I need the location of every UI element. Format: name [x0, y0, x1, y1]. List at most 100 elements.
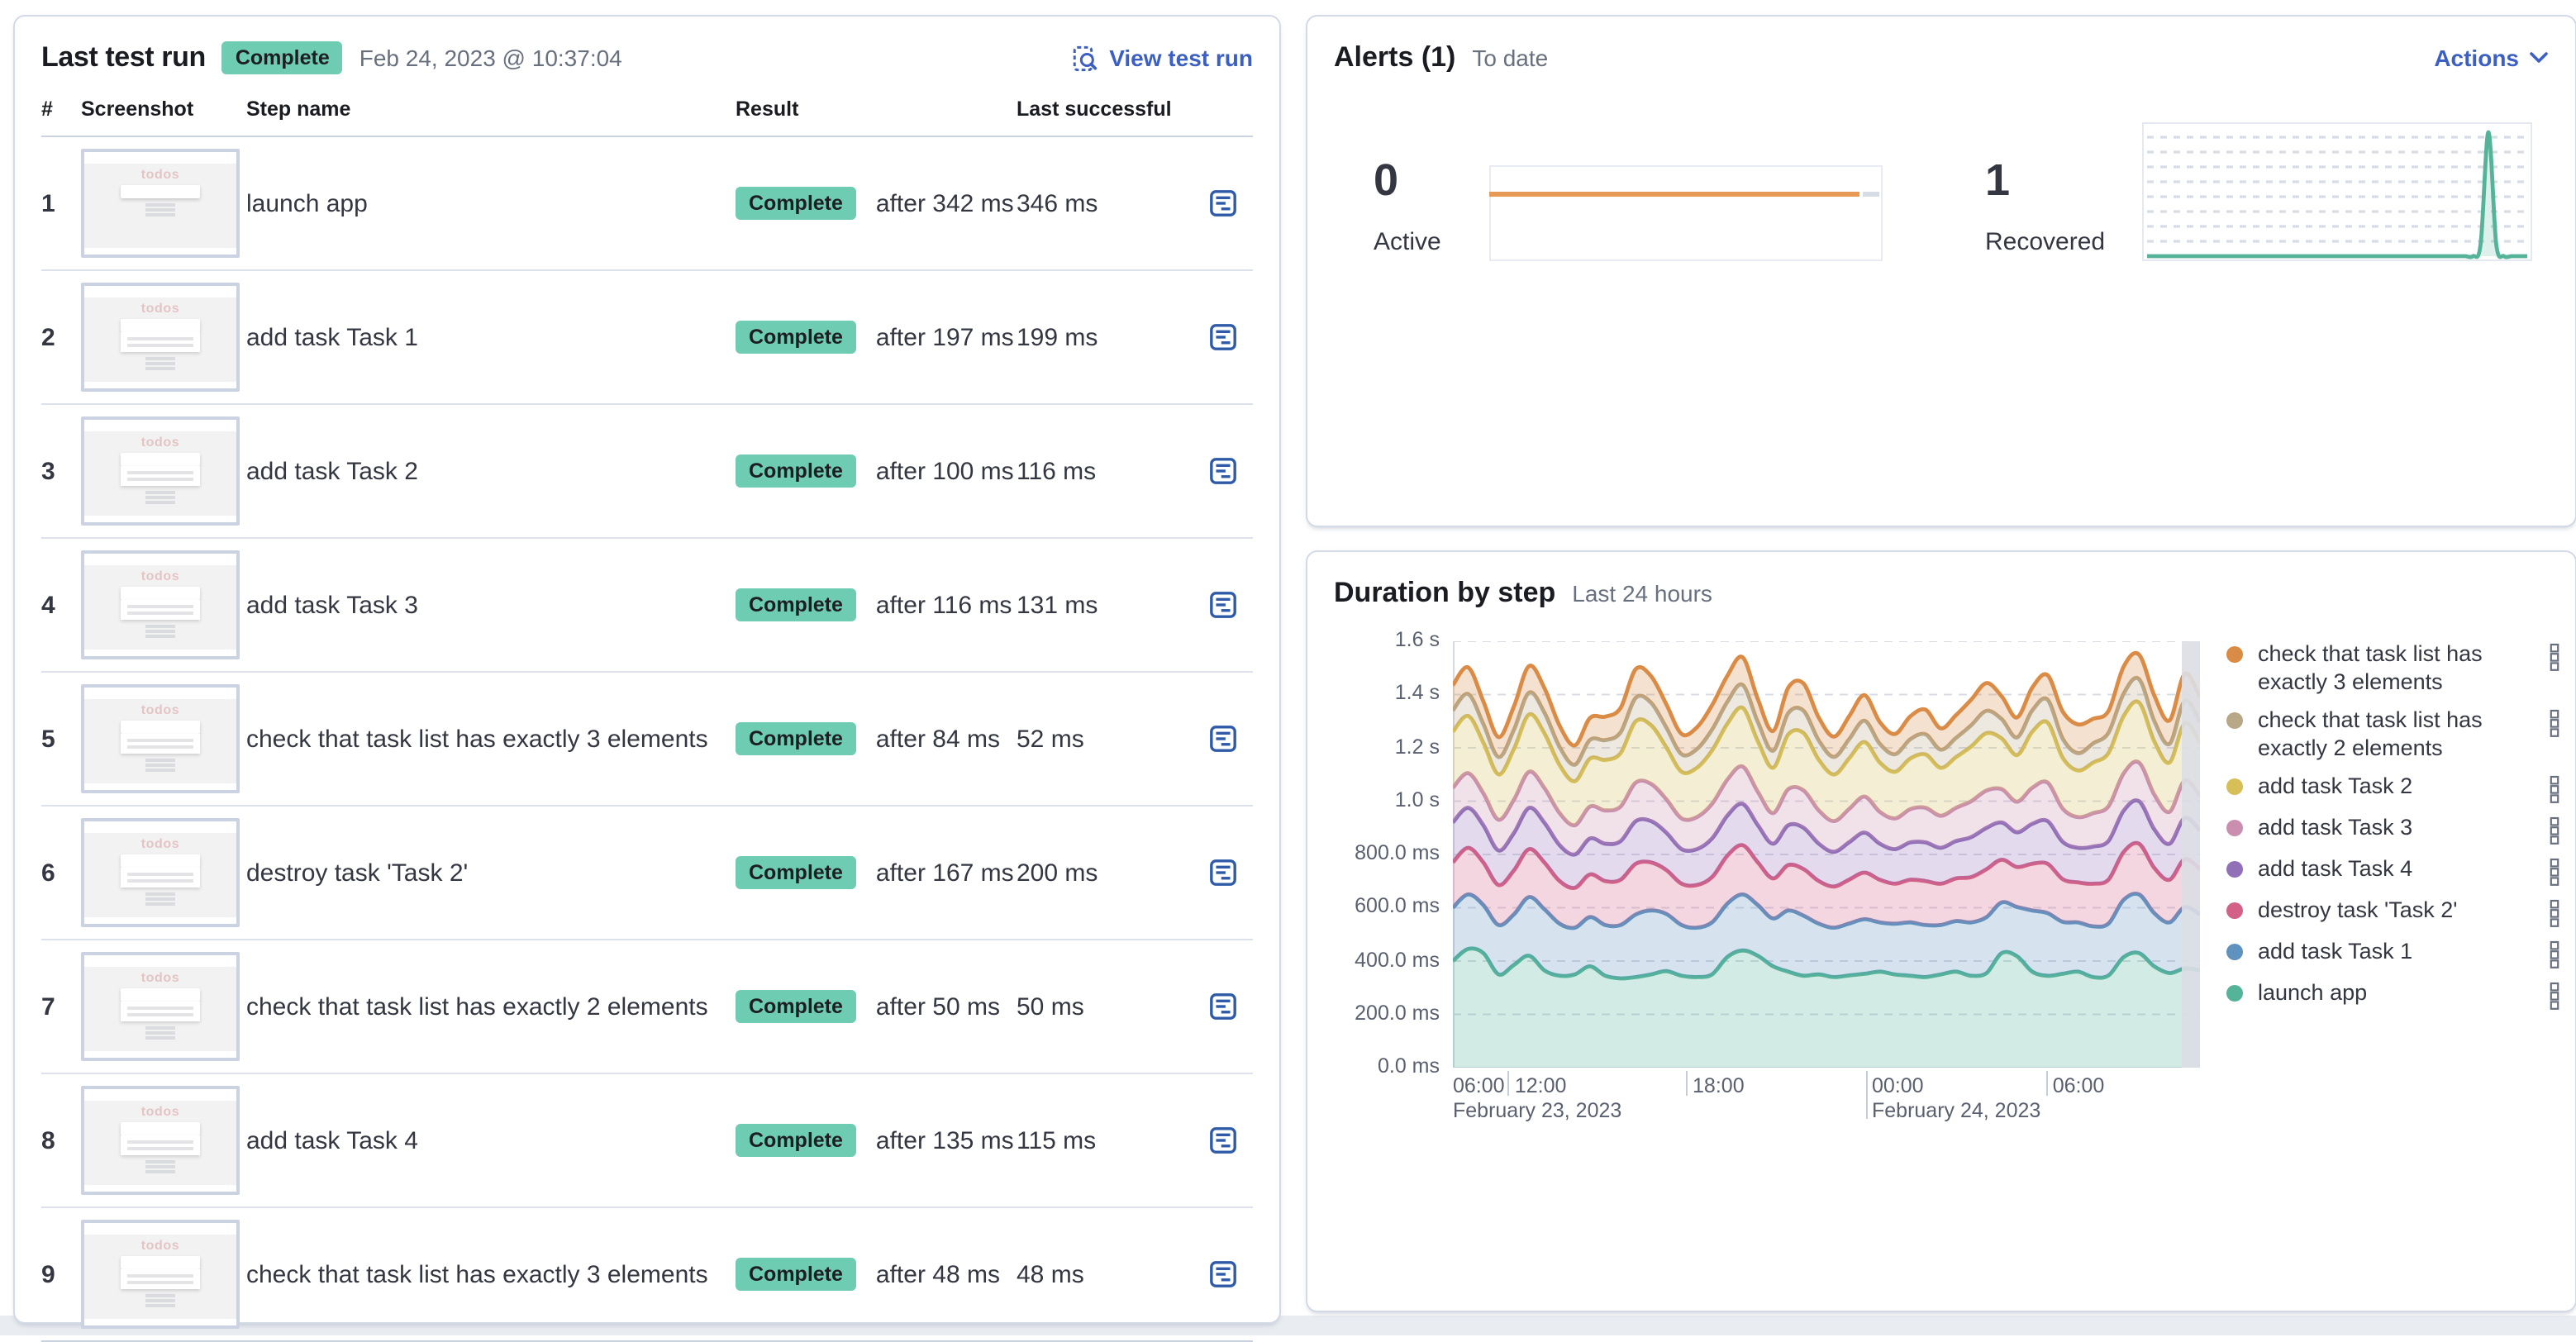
step-after-duration: after 100 ms [875, 457, 1014, 485]
trace-icon [1210, 1126, 1236, 1153]
y-axis-tick-label: 0.0 ms [1377, 1054, 1440, 1078]
thumbnail-todos-text: todos [140, 435, 180, 450]
step-screenshot-thumbnail[interactable]: todos [81, 149, 240, 258]
step-screenshot-thumbnail[interactable]: todos [81, 818, 240, 927]
steps-table-body: 1 todos launch app Complete after 342 ms… [41, 137, 1253, 1342]
trace-icon [1210, 859, 1236, 885]
step-status-badge: Complete [736, 454, 856, 488]
legend-actions-button[interactable] [2542, 775, 2560, 803]
thumbnail-todos-text: todos [140, 1104, 180, 1119]
trace-icon [1210, 457, 1236, 483]
thumbnail-task-list [121, 1135, 200, 1155]
table-row: 8 todos add task Task 4 Complete after 1… [41, 1074, 1253, 1208]
y-axis-tick-label: 1.6 s [1394, 628, 1440, 651]
legend-item[interactable]: add task Task 1 [2226, 939, 2560, 968]
step-detail-button[interactable] [1202, 181, 1245, 224]
col-header-screenshot: Screenshot [81, 98, 194, 121]
step-detail-button[interactable] [1202, 1118, 1245, 1161]
y-axis-tick-label: 800.0 ms [1355, 841, 1440, 864]
thumbnail-input-box [121, 453, 200, 466]
legend-item[interactable]: check that task list has exactly 2 eleme… [2226, 707, 2560, 762]
legend-color-dot [2226, 985, 2243, 1002]
legend-label: check that task list has exactly 2 eleme… [2258, 707, 2483, 759]
table-header-row: # Screenshot Step name Result Last succe… [41, 84, 1253, 137]
step-number: 3 [41, 457, 55, 485]
legend-item[interactable]: add task Task 2 [2226, 773, 2560, 803]
chevron-down-icon [2530, 52, 2548, 63]
legend-actions-button[interactable] [2542, 643, 2560, 671]
run-status-badge: Complete [221, 41, 343, 74]
legend-item[interactable]: add task Task 3 [2226, 815, 2560, 845]
step-status-badge: Complete [736, 321, 856, 354]
legend-actions-button[interactable] [2542, 982, 2560, 1010]
step-after-duration: after 50 ms [875, 992, 1000, 1021]
x-axis-tick [1865, 1071, 1867, 1119]
step-screenshot-thumbnail[interactable]: todos [81, 952, 240, 1061]
thumbnail-input-box [121, 587, 200, 600]
step-detail-button[interactable] [1202, 1252, 1245, 1295]
legend-actions-button[interactable] [2542, 816, 2560, 845]
legend-label: add task Task 3 [2258, 815, 2413, 840]
step-detail-button[interactable] [1202, 583, 1245, 626]
thumbnail-input-box [121, 721, 200, 734]
legend-item[interactable]: add task Task 4 [2226, 856, 2560, 886]
duration-subtitle: Last 24 hours [1572, 580, 1712, 607]
step-status-badge: Complete [736, 187, 856, 220]
step-name: add task Task 2 [246, 457, 418, 485]
thumbnail-app-body: todos [84, 565, 236, 650]
table-row: 1 todos launch app Complete after 342 ms… [41, 137, 1253, 271]
x-axis-tick [2045, 1071, 2048, 1096]
alerts-actions-button[interactable]: Actions [2434, 45, 2549, 71]
step-status-badge: Complete [736, 1124, 856, 1157]
thumbnail-app-body: todos [84, 833, 236, 917]
step-number: 1 [41, 189, 55, 217]
step-detail-button[interactable] [1202, 984, 1245, 1027]
step-name: launch app [246, 189, 368, 217]
step-status-badge: Complete [736, 722, 856, 755]
recovered-alerts-count: 1 [1985, 155, 2011, 205]
thumbnail-task-list [121, 600, 200, 620]
active-alerts-count: 0 [1374, 155, 1399, 205]
step-screenshot-thumbnail[interactable]: todos [81, 1220, 240, 1329]
step-number: 6 [41, 859, 55, 887]
legend-actions-button[interactable] [2542, 858, 2560, 886]
inspect-icon [1073, 45, 1098, 71]
y-axis-tick-label: 400.0 ms [1355, 948, 1440, 971]
step-screenshot-thumbnail[interactable]: todos [81, 1086, 240, 1195]
y-axis-tick-label: 1.4 s [1394, 681, 1440, 705]
thumbnail-browser-bar [84, 821, 236, 833]
step-screenshot-thumbnail[interactable]: todos [81, 550, 240, 659]
legend-actions-button[interactable] [2542, 899, 2560, 927]
step-detail-button[interactable] [1202, 716, 1245, 759]
thumbnail-footer-text [84, 1294, 236, 1306]
step-last-successful: 346 ms [1017, 189, 1098, 217]
view-test-run-link[interactable]: View test run [1071, 44, 1253, 72]
trace-icon [1210, 591, 1236, 617]
thumbnail-browser-bar [84, 554, 236, 565]
step-last-successful: 116 ms [1017, 457, 1097, 485]
alerts-header: Alerts (1) To date Actions [1307, 17, 2575, 74]
thumbnail-todos-text: todos [140, 702, 180, 717]
legend-actions-button[interactable] [2542, 709, 2560, 737]
legend-item[interactable]: launch app [2226, 980, 2560, 1010]
step-status-badge: Complete [736, 856, 856, 889]
table-row: 6 todos destroy task 'Task 2' Complete a… [41, 807, 1253, 940]
legend-item[interactable]: check that task list has exactly 3 eleme… [2226, 641, 2560, 696]
step-screenshot-thumbnail[interactable]: todos [81, 283, 240, 392]
step-detail-button[interactable] [1202, 315, 1245, 358]
step-screenshot-thumbnail[interactable]: todos [81, 684, 240, 793]
thumbnail-footer-text [84, 759, 236, 771]
thumbnail-task-list [121, 868, 200, 888]
thumbnail-footer-text [84, 1026, 236, 1039]
thumbnail-browser-bar [84, 420, 236, 431]
thumbnail-browser-bar [84, 1089, 236, 1101]
step-detail-button[interactable] [1202, 449, 1245, 492]
recovered-alerts-sparkline [2142, 122, 2532, 269]
step-number: 7 [41, 992, 55, 1021]
thumbnail-task-list [121, 734, 200, 754]
step-screenshot-thumbnail[interactable]: todos [81, 416, 240, 526]
legend-actions-button[interactable] [2542, 940, 2560, 968]
step-detail-button[interactable] [1202, 850, 1245, 893]
legend-item[interactable]: destroy task 'Task 2' [2226, 897, 2560, 927]
step-last-successful: 48 ms [1017, 1260, 1084, 1288]
